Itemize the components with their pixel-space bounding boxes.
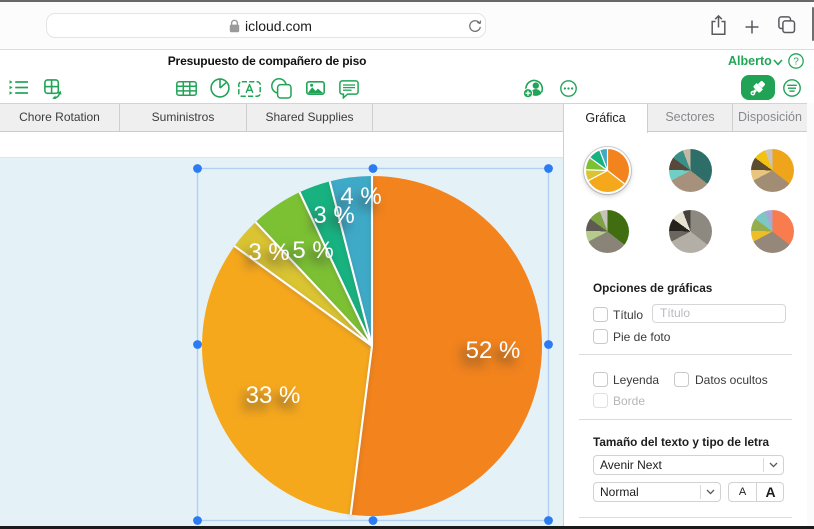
svg-text:5 %: 5 % xyxy=(292,237,333,264)
svg-text:?: ? xyxy=(793,56,799,67)
svg-text:3 %: 3 % xyxy=(313,202,354,229)
svg-text:52 %: 52 % xyxy=(466,337,521,364)
svg-text:33 %: 33 % xyxy=(246,382,301,409)
svg-text:3 %: 3 % xyxy=(248,239,289,266)
svg-text:4 %: 4 % xyxy=(340,183,381,210)
